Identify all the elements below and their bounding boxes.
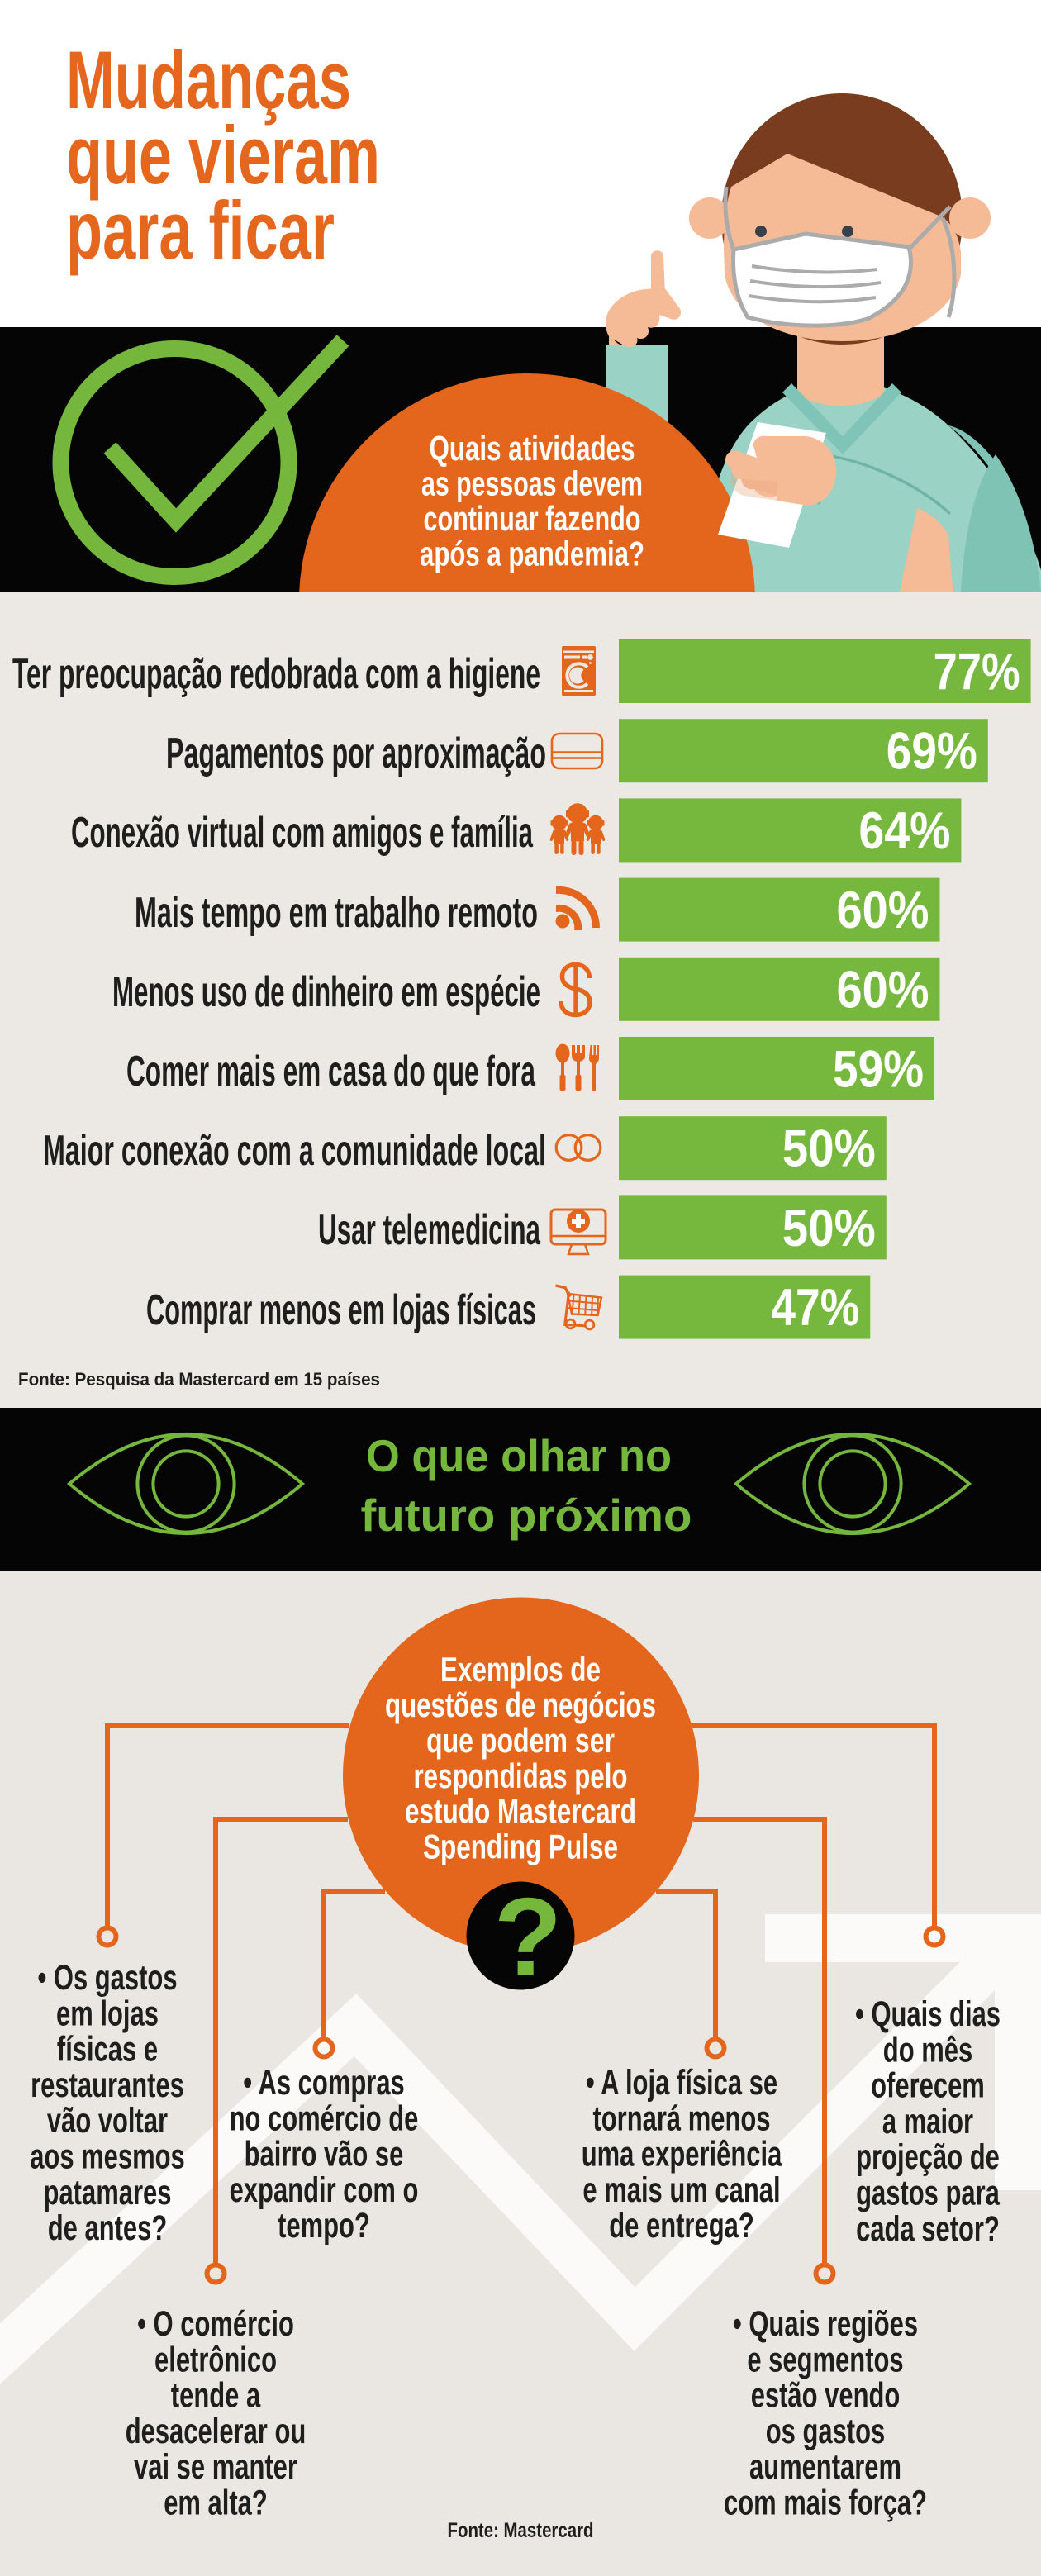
svg-text:69%: 69% xyxy=(887,723,977,781)
svg-text:64%: 64% xyxy=(858,802,950,860)
svg-text:restaurantes: restaurantes xyxy=(31,2065,184,2105)
svg-text:físicas e: físicas e xyxy=(57,2030,158,2070)
svg-text:para ficar: para ficar xyxy=(66,184,335,276)
svg-text:e segmentos: e segmentos xyxy=(747,2340,903,2379)
svg-text:Ter preocupação redobrada com: Ter preocupação redobrada com a higiene xyxy=(12,650,540,698)
svg-text:Mudanças: Mudanças xyxy=(66,34,351,126)
svg-text:Comprar menos em lojas físicas: Comprar menos em lojas físicas xyxy=(146,1286,536,1334)
svg-text:a maior: a maior xyxy=(882,2102,973,2141)
svg-text:Comer mais em casa do que fora: Comer mais em casa do que fora xyxy=(126,1048,536,1096)
svg-text:as pessoas devem: as pessoas devem xyxy=(421,464,643,503)
svg-text:eletrônico: eletrônico xyxy=(154,2340,277,2379)
svg-text:77%: 77% xyxy=(934,644,1020,701)
svg-text:gastos para: gastos para xyxy=(856,2174,1001,2213)
svg-text:Fonte: Mastercard: Fonte: Mastercard xyxy=(448,2519,594,2542)
svg-text:desacelerar ou: desacelerar ou xyxy=(126,2412,307,2451)
svg-text:em lojas: em lojas xyxy=(56,1994,159,2033)
svg-text:tempo?: tempo? xyxy=(278,2206,370,2246)
svg-text:Conexão virtual com amigos e f: Conexão virtual com amigos e família xyxy=(71,809,534,857)
svg-text:vão voltar: vão voltar xyxy=(47,2101,168,2141)
svg-text:aos mesmos: aos mesmos xyxy=(30,2137,185,2177)
svg-text:Maior conexão com a comunidade: Maior conexão com a comunidade local xyxy=(43,1127,546,1175)
svg-text:cada setor?: cada setor? xyxy=(856,2209,1000,2249)
svg-text:expandir com o: expandir com o xyxy=(230,2170,419,2210)
svg-text:em alta?: em alta? xyxy=(164,2483,268,2523)
svg-text:uma experiência: uma experiência xyxy=(582,2135,782,2174)
svg-text:50%: 50% xyxy=(782,1200,876,1257)
svg-text:continuar fazendo: continuar fazendo xyxy=(424,499,641,538)
svg-text:vai se manter: vai se manter xyxy=(134,2447,297,2487)
svg-text:aumentarem: aumentarem xyxy=(749,2447,901,2487)
svg-text:no comércio de: no comércio de xyxy=(230,2098,419,2138)
svg-text:• As compras: • As compras xyxy=(243,2063,405,2103)
svg-text:60%: 60% xyxy=(837,882,929,939)
svg-text:60%: 60% xyxy=(837,961,929,1019)
svg-text:?: ? xyxy=(494,1875,562,1999)
svg-text:Pagamentos por aproximação: Pagamentos por aproximação xyxy=(166,730,546,777)
svg-text:estudo Mastercard: estudo Mastercard xyxy=(405,1792,636,1831)
svg-text:respondidas pelo: respondidas pelo xyxy=(414,1756,628,1795)
svg-text:questões de negócios: questões de negócios xyxy=(385,1685,656,1724)
svg-text:• Os gastos: • Os gastos xyxy=(37,1958,177,1998)
svg-text:Usar telemedicina: Usar telemedicina xyxy=(318,1206,541,1254)
svg-text:oferecem: oferecem xyxy=(871,2066,985,2106)
svg-text:tornará menos: tornará menos xyxy=(592,2098,770,2138)
svg-text:Quais atividades: Quais atividades xyxy=(430,429,635,468)
svg-text:após a pandemia?: após a pandemia? xyxy=(420,535,644,573)
svg-text:futuro próximo: futuro próximo xyxy=(361,1490,692,1541)
svg-text:e mais um canal: e mais um canal xyxy=(582,2170,780,2210)
svg-text:Exemplos de: Exemplos de xyxy=(440,1650,601,1689)
svg-text:projeção de: projeção de xyxy=(856,2137,1000,2177)
svg-text:os gastos: os gastos xyxy=(766,2412,886,2451)
svg-text:que vieram: que vieram xyxy=(66,109,380,201)
svg-text:de entrega?: de entrega? xyxy=(609,2206,754,2246)
svg-text:bairro vão se: bairro vão se xyxy=(245,2135,404,2174)
svg-text:• Quais dias: • Quais dias xyxy=(855,1994,1001,2034)
svg-text:47%: 47% xyxy=(771,1279,859,1337)
svg-text:Spending Pulse: Spending Pulse xyxy=(423,1827,618,1865)
svg-text:com mais força?: com mais força? xyxy=(724,2483,927,2523)
svg-text:Fonte: Pesquisa da Mastercard: Fonte: Pesquisa da Mastercard em 15 país… xyxy=(18,1369,380,1390)
svg-text:do mês: do mês xyxy=(883,2030,972,2070)
svg-text:• Quais regiões: • Quais regiões xyxy=(733,2304,918,2344)
svg-text:estão vendo: estão vendo xyxy=(751,2376,901,2416)
svg-text:tende a: tende a xyxy=(171,2376,261,2416)
svg-text:Menos uso de dinheiro em espéc: Menos uso de dinheiro em espécie xyxy=(112,968,540,1016)
svg-text:patamares: patamares xyxy=(44,2173,172,2212)
svg-text:59%: 59% xyxy=(833,1041,924,1099)
svg-text:• O comércio: • O comércio xyxy=(137,2304,294,2344)
svg-text:Mais tempo em trabalho remoto: Mais tempo em trabalho remoto xyxy=(135,889,538,937)
svg-text:de antes?: de antes? xyxy=(48,2208,168,2248)
svg-text:O que olhar no: O que olhar no xyxy=(366,1430,672,1481)
svg-text:• A loja física se: • A loja física se xyxy=(586,2063,777,2103)
svg-text:que podem ser: que podem ser xyxy=(426,1721,615,1760)
svg-text:50%: 50% xyxy=(782,1120,876,1178)
